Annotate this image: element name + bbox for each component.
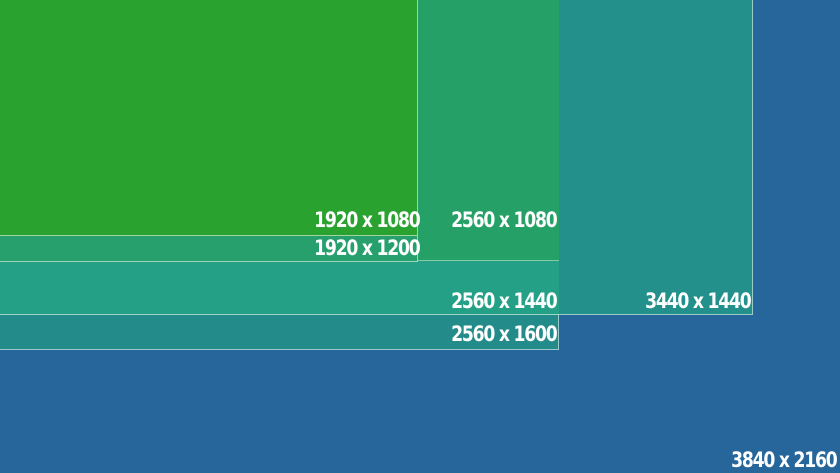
label-2560x1080: 2560 x 1080 — [451, 208, 559, 232]
label-2560x1440: 2560 x 1440 — [451, 289, 559, 313]
label-3440x1440: 3440 x 1440 — [645, 289, 753, 313]
resolution-area-1920x1080 — [0, 0, 418, 236]
label-3840x2160: 3840 x 2160 — [731, 448, 839, 472]
label-1920x1200: 1920 x 1200 — [314, 236, 422, 260]
label-1920x1080: 1920 x 1080 — [314, 208, 422, 232]
label-2560x1600: 2560 x 1600 — [451, 322, 559, 346]
